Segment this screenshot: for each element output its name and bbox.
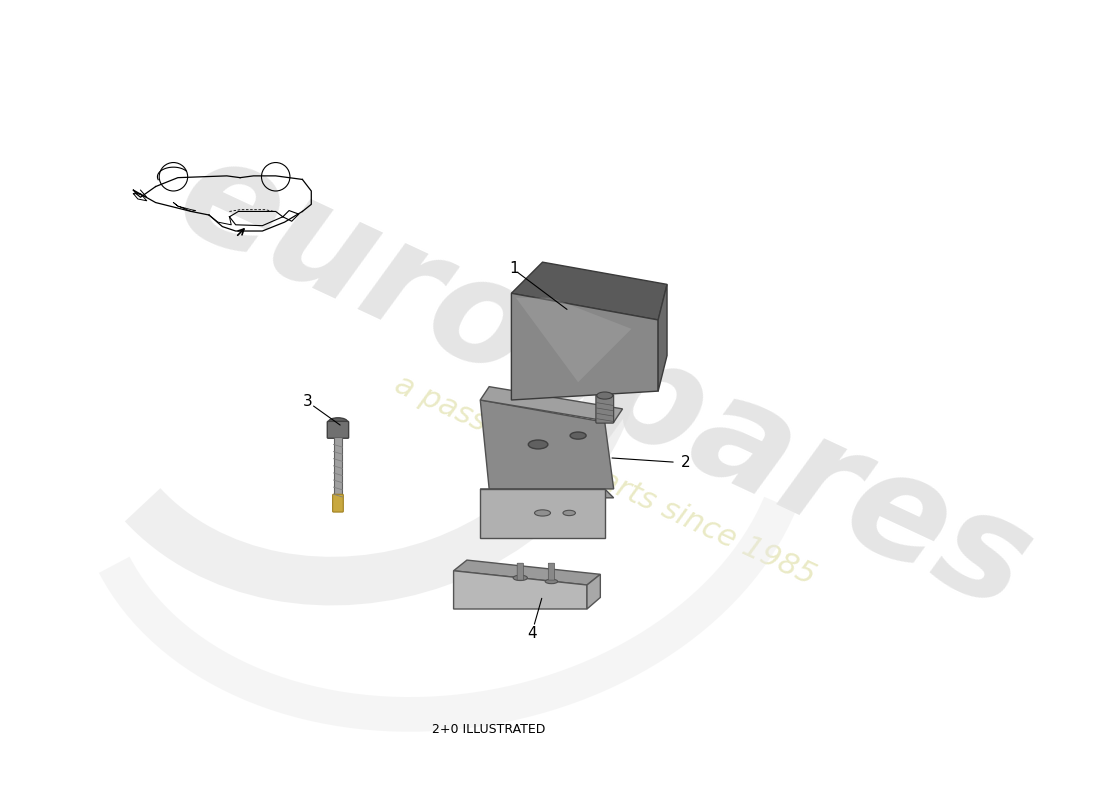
Text: a passion for parts since 1985: a passion for parts since 1985 [389,370,820,590]
Ellipse shape [563,510,575,516]
Text: 2: 2 [681,454,690,470]
Ellipse shape [514,575,527,581]
Polygon shape [512,294,658,400]
Polygon shape [453,570,587,609]
Ellipse shape [570,432,586,439]
FancyBboxPatch shape [328,422,349,438]
Polygon shape [516,298,631,382]
Text: 1: 1 [509,261,519,276]
Polygon shape [481,489,614,498]
Polygon shape [481,386,623,422]
Ellipse shape [535,510,550,516]
Polygon shape [481,400,614,489]
FancyBboxPatch shape [548,563,554,580]
Ellipse shape [328,418,348,426]
Polygon shape [512,262,667,320]
Polygon shape [453,560,601,585]
FancyBboxPatch shape [596,394,614,423]
FancyBboxPatch shape [517,563,524,580]
Text: 2+0 ILLUSTRATED: 2+0 ILLUSTRATED [432,722,546,735]
Text: 3: 3 [302,394,312,410]
Ellipse shape [528,440,548,449]
FancyBboxPatch shape [332,494,343,512]
Text: eurospares: eurospares [157,123,1053,641]
Bar [333,438,342,498]
Polygon shape [658,284,667,391]
Text: 4: 4 [527,626,537,641]
Ellipse shape [546,579,558,584]
Ellipse shape [597,392,613,399]
Polygon shape [587,574,601,609]
Polygon shape [481,489,605,538]
